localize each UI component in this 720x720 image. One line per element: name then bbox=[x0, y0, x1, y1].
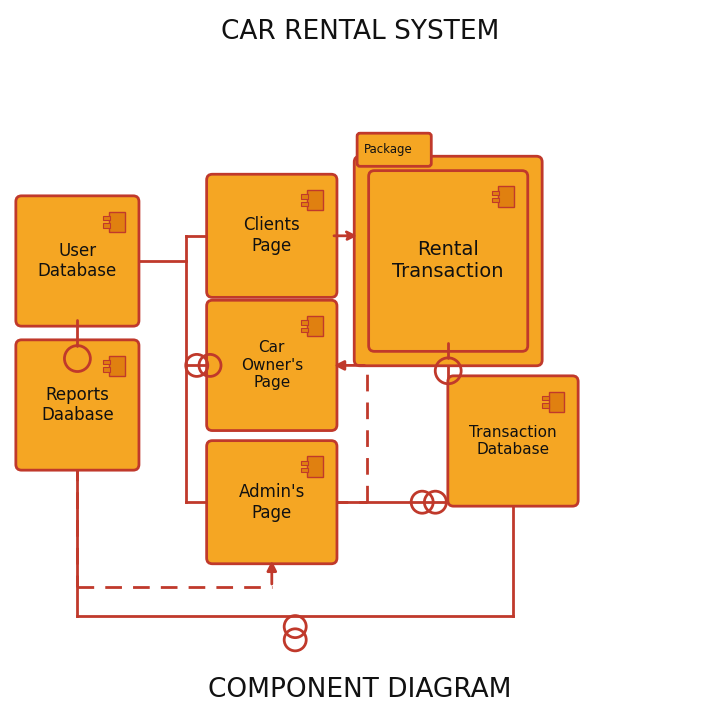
FancyBboxPatch shape bbox=[301, 468, 308, 472]
FancyBboxPatch shape bbox=[103, 360, 110, 364]
FancyBboxPatch shape bbox=[301, 202, 308, 206]
FancyBboxPatch shape bbox=[207, 174, 337, 297]
Text: User
Database: User Database bbox=[37, 242, 117, 280]
FancyBboxPatch shape bbox=[542, 403, 549, 408]
FancyBboxPatch shape bbox=[307, 456, 323, 477]
FancyBboxPatch shape bbox=[301, 320, 308, 325]
FancyBboxPatch shape bbox=[354, 156, 542, 366]
Text: CAR RENTAL SYSTEM: CAR RENTAL SYSTEM bbox=[221, 19, 499, 45]
Text: Package: Package bbox=[364, 143, 413, 156]
FancyBboxPatch shape bbox=[301, 461, 308, 465]
FancyBboxPatch shape bbox=[207, 441, 337, 564]
FancyBboxPatch shape bbox=[301, 328, 308, 332]
FancyBboxPatch shape bbox=[542, 396, 549, 400]
Text: Clients
Page: Clients Page bbox=[243, 217, 300, 255]
Text: Admin's
Page: Admin's Page bbox=[238, 483, 305, 521]
FancyBboxPatch shape bbox=[109, 356, 125, 376]
Text: Transaction
Database: Transaction Database bbox=[469, 425, 557, 457]
FancyBboxPatch shape bbox=[16, 196, 139, 326]
FancyBboxPatch shape bbox=[16, 340, 139, 470]
FancyBboxPatch shape bbox=[103, 223, 110, 228]
Text: Car
Owner's
Page: Car Owner's Page bbox=[240, 341, 303, 390]
Text: Reports
Daabase: Reports Daabase bbox=[41, 386, 114, 424]
FancyBboxPatch shape bbox=[448, 376, 578, 506]
Text: Rental
Transaction: Rental Transaction bbox=[392, 240, 504, 282]
FancyBboxPatch shape bbox=[301, 194, 308, 199]
FancyBboxPatch shape bbox=[307, 316, 323, 336]
FancyBboxPatch shape bbox=[492, 198, 499, 202]
FancyBboxPatch shape bbox=[549, 392, 564, 412]
FancyBboxPatch shape bbox=[357, 133, 431, 166]
FancyBboxPatch shape bbox=[103, 216, 110, 220]
FancyBboxPatch shape bbox=[498, 186, 514, 207]
FancyBboxPatch shape bbox=[492, 191, 499, 195]
FancyBboxPatch shape bbox=[369, 171, 528, 351]
FancyBboxPatch shape bbox=[103, 367, 110, 372]
FancyBboxPatch shape bbox=[207, 300, 337, 431]
FancyBboxPatch shape bbox=[307, 190, 323, 210]
Text: COMPONENT DIAGRAM: COMPONENT DIAGRAM bbox=[208, 677, 512, 703]
FancyBboxPatch shape bbox=[109, 212, 125, 232]
